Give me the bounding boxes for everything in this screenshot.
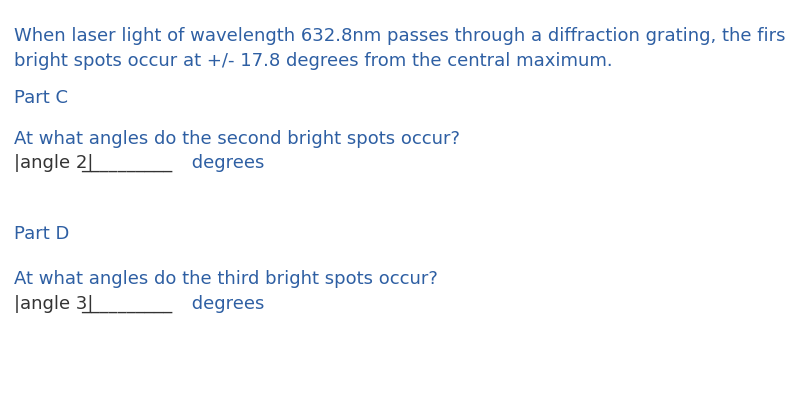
Text: When laser light of wavelength 632.8nm passes through a diffraction grating, the: When laser light of wavelength 632.8nm p… bbox=[14, 27, 786, 45]
Text: |angle 3|: |angle 3| bbox=[14, 295, 94, 313]
Text: degrees: degrees bbox=[186, 295, 264, 313]
Text: Part C: Part C bbox=[14, 89, 68, 107]
Text: __________: __________ bbox=[81, 295, 172, 313]
Text: bright spots occur at +/- 17.8 degrees from the central maximum.: bright spots occur at +/- 17.8 degrees f… bbox=[14, 52, 612, 70]
Text: __________: __________ bbox=[81, 154, 172, 173]
Text: Part D: Part D bbox=[14, 225, 69, 243]
Text: degrees: degrees bbox=[186, 154, 264, 173]
Text: |angle 2|: |angle 2| bbox=[14, 154, 94, 173]
Text: At what angles do the second bright spots occur?: At what angles do the second bright spot… bbox=[14, 130, 460, 148]
Text: At what angles do the third bright spots occur?: At what angles do the third bright spots… bbox=[14, 270, 438, 288]
